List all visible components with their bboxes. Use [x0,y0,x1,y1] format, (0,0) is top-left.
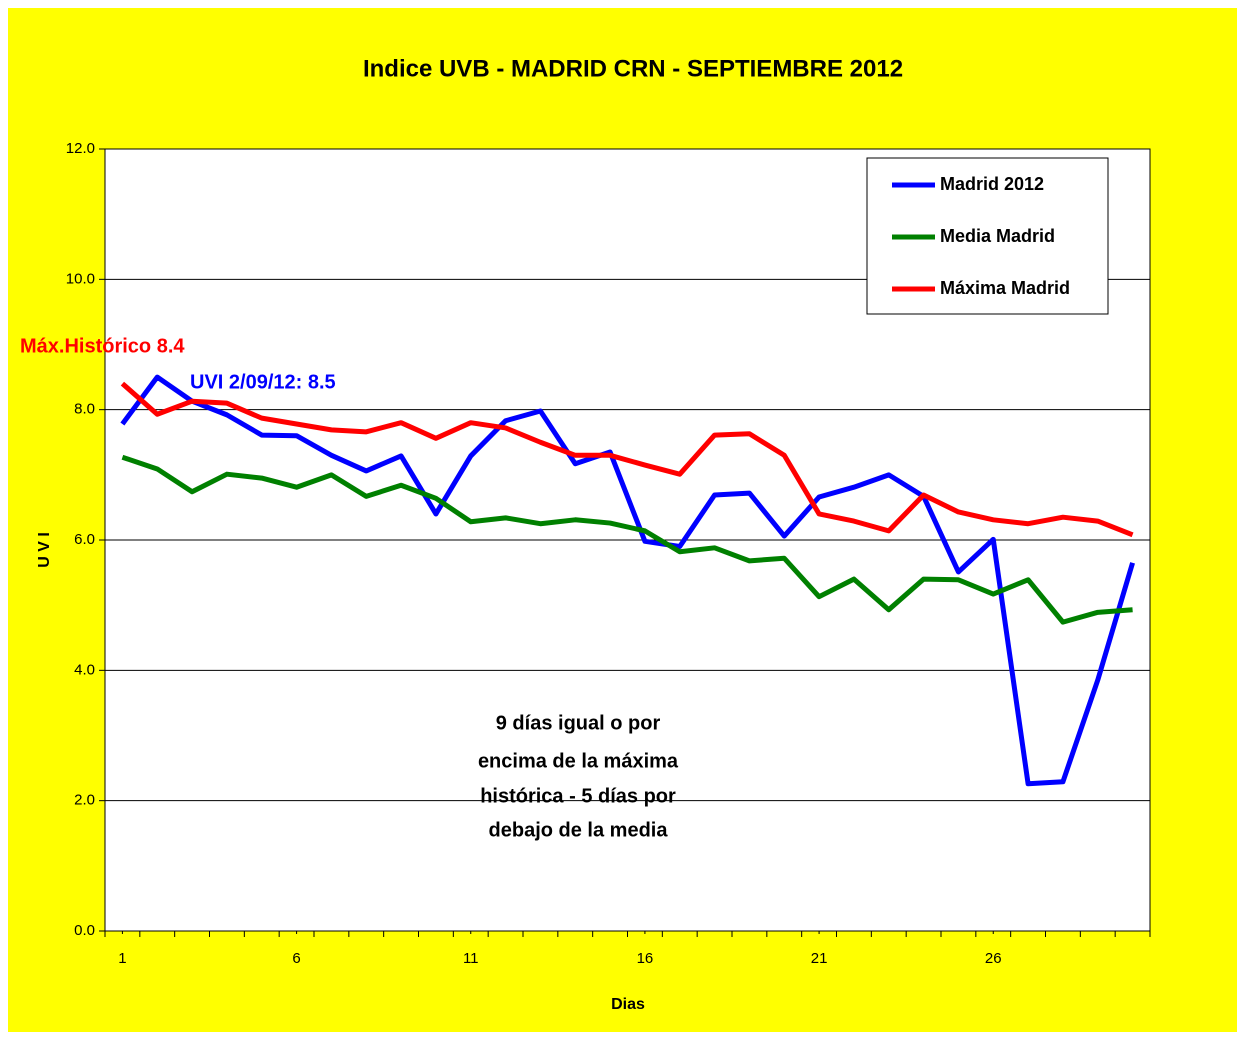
annotation-line: debajo de la media [489,819,669,841]
annotation-line: encima de la máxima [478,750,679,772]
chart-title: Indice UVB - MADRID CRN - SEPTIEMBRE 201… [363,55,903,82]
x-tick-label: 26 [985,950,1002,967]
annotation: UVI 2/09/12: 8.5 [190,371,336,393]
annotation: Máx.Histórico 8.4 [20,335,185,357]
x-tick-label: 1 [118,950,126,967]
y-axis-label: U V I [36,532,53,568]
y-tick-label: 2.0 [74,792,95,809]
y-tick-label: 8.0 [74,401,95,418]
y-tick-label: 4.0 [74,661,95,678]
series-line [120,381,1134,538]
series-line [120,374,1135,787]
y-tick-label: 0.0 [74,922,95,939]
legend-label: Madrid 2012 [940,174,1044,194]
x-axis-label: Dias [611,996,645,1013]
legend-label: Máxima Madrid [940,278,1070,298]
y-tick-label: 6.0 [74,531,95,548]
x-tick-label: 6 [292,950,300,967]
annotation-line: histórica - 5 días por [480,785,676,807]
series-line [121,454,1133,625]
x-tick-label: 16 [637,950,654,967]
y-tick-label: 10.0 [66,270,95,287]
x-tick-label: 11 [463,950,479,967]
y-tick-label: 12.0 [66,140,95,157]
legend-label: Media Madrid [940,226,1055,246]
x-tick-label: 21 [811,950,828,967]
annotation-line: 9 días igual o por [496,712,661,734]
